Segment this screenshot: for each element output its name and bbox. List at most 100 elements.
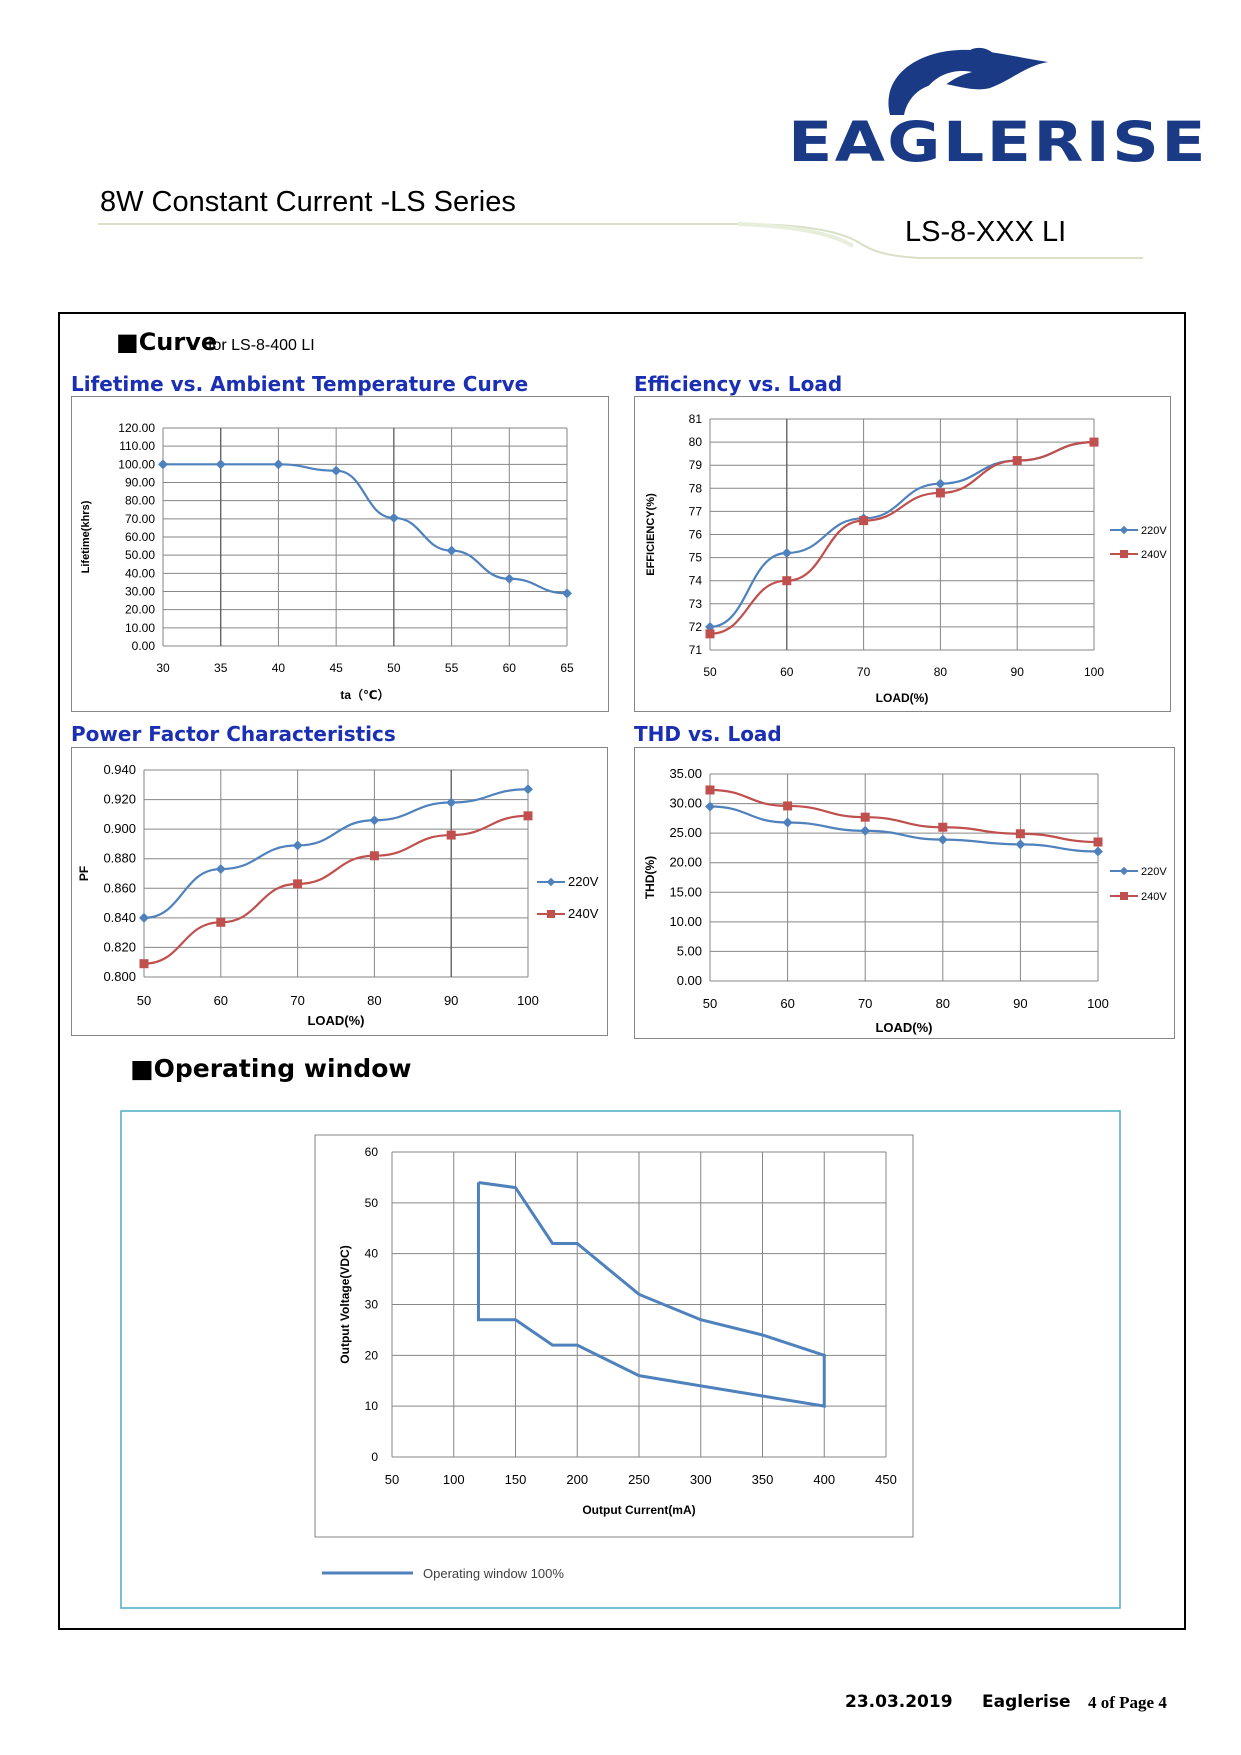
legend-label-1: Operating window 100% bbox=[423, 1566, 564, 1581]
series-line-2 bbox=[143, 814, 529, 965]
x-tick-label: 50 bbox=[703, 996, 717, 1011]
x-tick-label: 45 bbox=[329, 661, 343, 675]
x-tick-label: 40 bbox=[272, 661, 286, 675]
x-tick-label: 90 bbox=[1011, 665, 1025, 679]
data-point-diamond bbox=[215, 459, 226, 470]
y-tick-label: 72 bbox=[689, 620, 703, 634]
operating-window-chart: 0 10 20 30 40 50 60 50 100 150 200 250 300 350 400 450 O… bbox=[120, 1110, 1121, 1609]
data-point-square bbox=[935, 488, 945, 498]
data-point-square bbox=[859, 516, 869, 526]
data-point-diamond bbox=[523, 784, 533, 795]
y-tick-label: 30.00 bbox=[669, 796, 702, 811]
y-tick-label: 0 bbox=[371, 1450, 378, 1464]
efficiency-chart: 71 72 73 74 75 76 77 78 79 80 81 50 60 70 80 90 100 LOAD(… bbox=[634, 396, 1171, 712]
data-point-diamond bbox=[446, 545, 457, 556]
y-tick-label: 20.00 bbox=[125, 603, 155, 617]
y-tick-label: 0.00 bbox=[677, 973, 702, 988]
data-point-diamond bbox=[937, 834, 948, 845]
x-tick-label: 50 bbox=[703, 665, 717, 679]
x-tick-label: 90 bbox=[444, 993, 458, 1008]
x-tick-label: 100 bbox=[1087, 996, 1109, 1011]
y-tick-label: 35.00 bbox=[669, 766, 702, 781]
y-tick-label: 73 bbox=[689, 597, 703, 611]
y-axis-label: THD(%) bbox=[643, 856, 657, 899]
y-tick-label: 60 bbox=[365, 1145, 379, 1159]
legend-marker-square bbox=[1120, 550, 1128, 558]
y-axis-label: PF bbox=[77, 866, 91, 881]
x-tick-label: 80 bbox=[936, 996, 950, 1011]
y-tick-label: 78 bbox=[689, 481, 703, 495]
x-tick-label: 450 bbox=[875, 1472, 897, 1487]
x-tick-label: 30 bbox=[156, 661, 170, 675]
data-point-square bbox=[1089, 437, 1099, 447]
y-tick-label: 10.00 bbox=[125, 621, 155, 635]
chart-border bbox=[634, 396, 1171, 712]
data-point-square bbox=[783, 801, 793, 811]
x-axis-label: LOAD(%) bbox=[876, 691, 929, 705]
series-line-2 bbox=[709, 788, 1099, 844]
y-axis-label: Lifetime(khrs) bbox=[80, 500, 92, 573]
data-point-square bbox=[293, 879, 303, 889]
y-tick-label: 71 bbox=[689, 643, 703, 657]
legend-label-1: 220V bbox=[568, 874, 599, 889]
x-tick-label: 55 bbox=[445, 661, 459, 675]
y-tick-label: 77 bbox=[689, 504, 703, 518]
y-tick-label: 80 bbox=[689, 435, 703, 449]
data-point-square bbox=[1093, 837, 1103, 847]
x-tick-label: 70 bbox=[290, 993, 304, 1008]
x-axis-label: LOAD(%) bbox=[307, 1013, 364, 1028]
series-line-1 bbox=[163, 463, 568, 595]
data-point-square bbox=[523, 811, 533, 821]
x-tick-label: 60 bbox=[503, 661, 517, 675]
data-point-diamond bbox=[369, 815, 380, 826]
x-axis-label: ta（℃） bbox=[340, 687, 389, 702]
chart-border bbox=[71, 396, 609, 712]
y-tick-label: 0.800 bbox=[103, 969, 136, 984]
y-tick-label: 74 bbox=[689, 574, 703, 588]
data-point-diamond bbox=[1015, 839, 1026, 850]
y-tick-label: 79 bbox=[689, 458, 703, 472]
footer-date: 23.03.2019 bbox=[845, 1692, 953, 1712]
data-point-square bbox=[705, 629, 715, 639]
data-point-square bbox=[216, 917, 226, 927]
data-point-diamond bbox=[446, 797, 457, 808]
y-tick-label: 50 bbox=[365, 1196, 379, 1210]
y-tick-label: 0.860 bbox=[103, 880, 136, 895]
x-axis-label: LOAD(%) bbox=[875, 1020, 932, 1035]
data-point-diamond bbox=[562, 588, 572, 599]
data-point-square bbox=[139, 959, 149, 969]
chart-title-efficiency: Efficiency vs. Load bbox=[634, 372, 843, 396]
x-tick-label: 250 bbox=[628, 1472, 650, 1487]
power-factor-chart: 0.800 0.820 0.840 0.860 0.880 0.900 0.920 0.940… bbox=[71, 747, 608, 1036]
curve-section-subtitle: for LS-8-400 LI bbox=[208, 337, 315, 354]
y-axis-label: EFFICIENCY(%) bbox=[645, 493, 657, 576]
y-tick-label: 5.00 bbox=[677, 943, 702, 958]
data-point-diamond bbox=[139, 912, 149, 923]
y-tick-label: 0.940 bbox=[103, 762, 136, 777]
x-tick-label: 50 bbox=[137, 993, 151, 1008]
x-tick-label: 150 bbox=[505, 1472, 527, 1487]
curve-section-heading: ■Curve bbox=[116, 328, 218, 356]
x-tick-label: 60 bbox=[780, 665, 794, 679]
y-tick-label: 70.00 bbox=[125, 512, 155, 526]
model-number: LS-8-XXX LI bbox=[905, 216, 1067, 248]
data-point-diamond bbox=[331, 465, 342, 476]
chart-title-thd: THD vs. Load bbox=[634, 722, 782, 746]
x-tick-label: 70 bbox=[858, 996, 872, 1011]
operating-window-heading: ■Operating window bbox=[130, 1054, 412, 1083]
x-axis-label: Output Current(mA) bbox=[582, 1503, 695, 1517]
y-tick-label: 90.00 bbox=[125, 476, 155, 490]
data-point-diamond bbox=[273, 459, 284, 470]
y-tick-label: 15.00 bbox=[669, 884, 702, 899]
data-point-square bbox=[446, 830, 456, 840]
content-frame bbox=[58, 312, 1186, 1630]
chart-border bbox=[71, 747, 608, 1036]
y-tick-label: 110.00 bbox=[119, 439, 155, 453]
y-tick-label: 10 bbox=[365, 1399, 379, 1413]
data-point-square bbox=[1012, 456, 1022, 466]
x-tick-label: 300 bbox=[690, 1472, 712, 1487]
y-tick-label: 0.840 bbox=[103, 910, 136, 925]
header-swoosh-divider bbox=[98, 222, 1143, 259]
y-tick-label: 0.900 bbox=[103, 821, 136, 836]
x-tick-label: 35 bbox=[214, 661, 228, 675]
